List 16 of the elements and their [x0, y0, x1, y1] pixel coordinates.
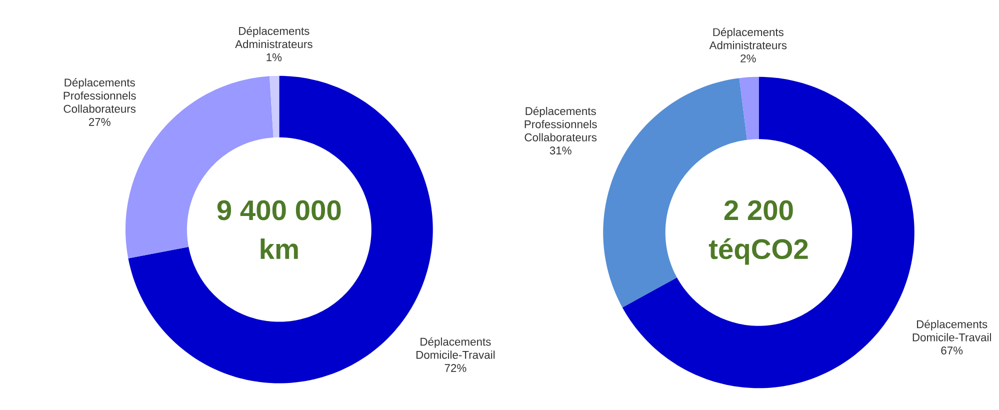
slice-label: Déplacements Professionnels Collaborateurs — [524, 106, 597, 142]
text: téqCO2 — [708, 238, 808, 265]
text: 2 200 — [724, 200, 793, 220]
text: km — [260, 238, 298, 260]
slice-label: Déplacements Domicile-Travail — [416, 338, 495, 360]
slice-label: Déplacements Domicile-Travail — [912, 320, 991, 342]
text: 9 400 000 — [217, 200, 341, 220]
data-label: 27% — [88, 118, 110, 126]
data-label: 67% — [941, 346, 963, 355]
data-label: 72% — [444, 364, 466, 372]
slice-label: Déplacements Administrateurs — [709, 28, 787, 50]
slice-label: Déplacements Administrateurs — [235, 26, 312, 48]
data-label: 2% — [740, 54, 756, 63]
slice-label: Déplacements Professionnels Collaborateurs — [64, 78, 136, 114]
data-label: 1% — [266, 54, 282, 62]
data-label: 31% — [550, 146, 572, 155]
